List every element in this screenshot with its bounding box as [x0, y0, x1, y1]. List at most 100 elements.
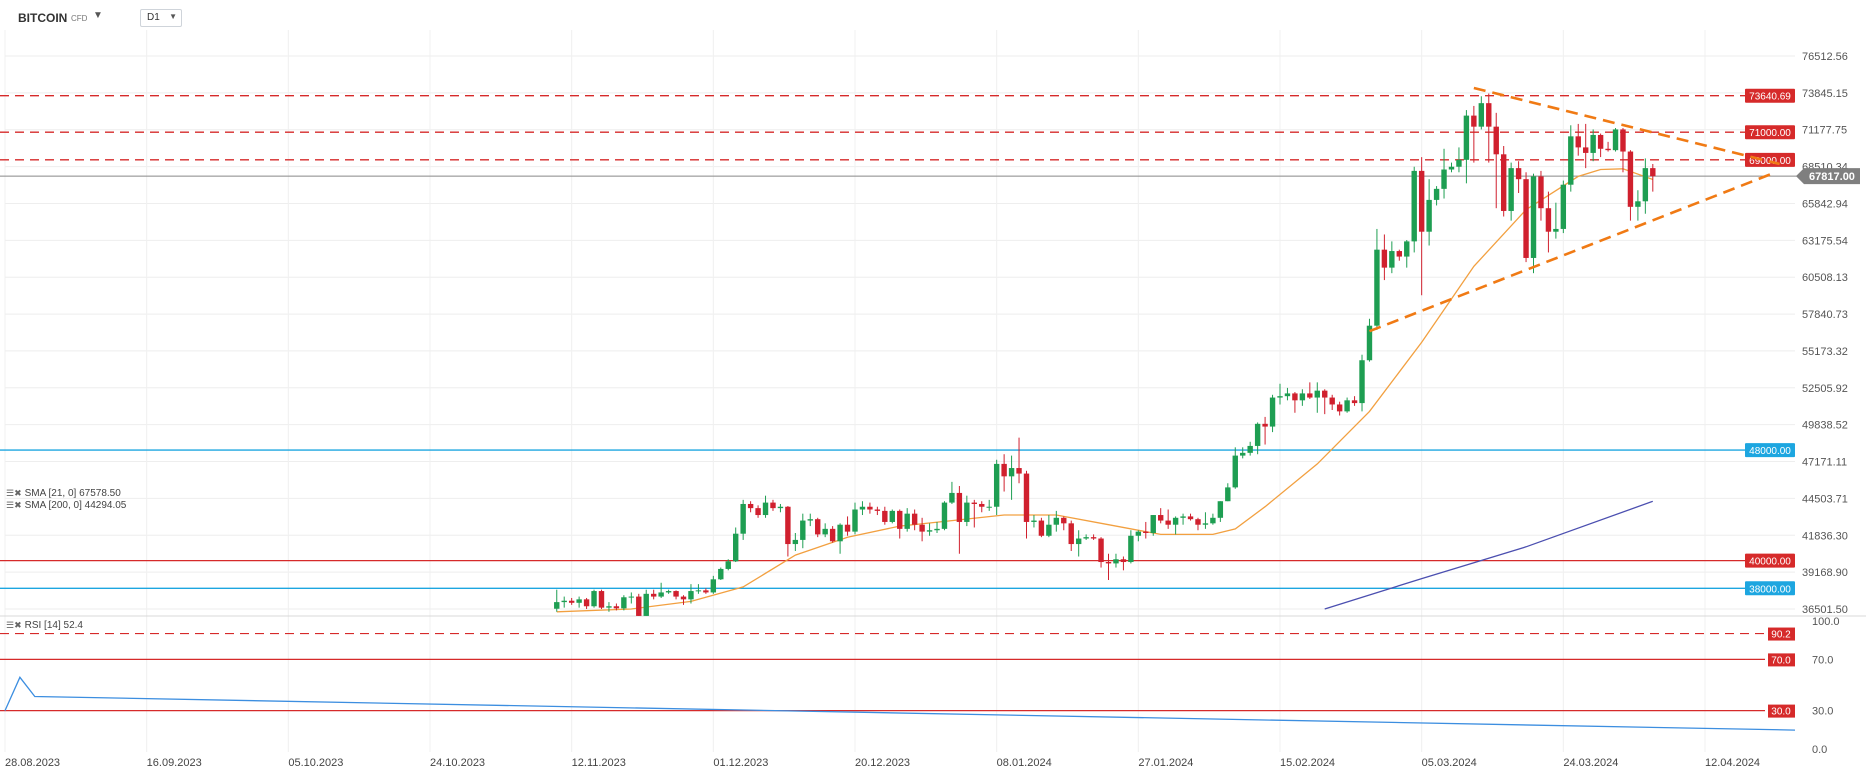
candle[interactable] [1292, 392, 1298, 413]
candle[interactable] [822, 523, 828, 538]
candle[interactable] [904, 508, 910, 532]
candle[interactable] [1023, 470, 1030, 539]
candle[interactable] [1597, 133, 1604, 158]
candle[interactable] [829, 526, 836, 543]
candle[interactable] [1568, 125, 1574, 192]
candle[interactable] [1217, 501, 1224, 522]
candle[interactable] [934, 521, 940, 534]
candle[interactable] [874, 506, 881, 516]
candle[interactable] [1046, 515, 1052, 538]
candle[interactable] [1471, 105, 1477, 163]
candle[interactable] [837, 523, 843, 554]
candle[interactable] [725, 559, 731, 571]
candle[interactable] [926, 523, 933, 536]
candle[interactable] [1299, 389, 1306, 406]
candle[interactable] [1254, 422, 1261, 455]
settings-icon[interactable]: ☰✖ [6, 500, 22, 510]
candle[interactable] [1366, 318, 1373, 362]
candle[interactable] [1158, 508, 1164, 524]
candle[interactable] [971, 499, 977, 528]
candle[interactable] [636, 593, 642, 619]
candle[interactable] [807, 513, 813, 527]
candle[interactable] [792, 533, 799, 551]
candle[interactable] [1098, 537, 1104, 568]
candle[interactable] [703, 588, 709, 594]
candle[interactable] [882, 506, 888, 525]
candle[interactable] [554, 589, 560, 612]
candle[interactable] [941, 501, 948, 531]
candle[interactable] [1068, 520, 1074, 551]
candle[interactable] [680, 595, 687, 605]
candle[interactable] [986, 499, 992, 511]
timeframe-select[interactable]: D1 ▼ [140, 9, 182, 27]
candle[interactable] [993, 459, 1000, 516]
symbol-name[interactable]: BITCOIN [18, 11, 68, 25]
candle[interactable] [1195, 517, 1201, 531]
candle[interactable] [1128, 530, 1134, 564]
candle[interactable] [1523, 172, 1529, 263]
candle[interactable] [1314, 382, 1320, 413]
candle[interactable] [1620, 128, 1626, 173]
candle[interactable] [785, 506, 791, 557]
candle[interactable] [800, 513, 806, 549]
candle[interactable] [598, 589, 605, 610]
candle[interactable] [1627, 150, 1634, 221]
candle[interactable] [1448, 162, 1455, 173]
candle[interactable] [979, 501, 985, 513]
candle[interactable] [911, 509, 918, 531]
candle[interactable] [1545, 191, 1552, 253]
candle[interactable] [1262, 416, 1268, 445]
candle[interactable] [1500, 146, 1507, 217]
candle[interactable] [1404, 239, 1410, 268]
candle[interactable] [613, 603, 620, 611]
candle[interactable] [1486, 93, 1492, 163]
chevron-down-icon[interactable]: ▼ [93, 10, 103, 21]
candle[interactable] [643, 589, 649, 618]
candle[interactable] [1083, 534, 1089, 540]
candle[interactable] [733, 527, 739, 563]
triangle-upper-line[interactable] [1473, 86, 1780, 166]
candle[interactable] [815, 517, 821, 538]
candle[interactable] [1426, 179, 1432, 246]
candle[interactable] [1053, 510, 1060, 532]
candle[interactable] [561, 596, 567, 608]
candle[interactable] [1090, 534, 1097, 540]
candle[interactable] [1269, 394, 1276, 433]
candle[interactable] [1180, 513, 1186, 525]
candle[interactable] [852, 502, 858, 535]
candle[interactable] [1225, 483, 1231, 502]
candle[interactable] [695, 584, 702, 594]
candle[interactable] [1411, 166, 1417, 253]
candle[interactable] [628, 592, 635, 604]
candle[interactable] [1635, 190, 1641, 221]
candle[interactable] [1031, 515, 1037, 528]
candle[interactable] [1232, 447, 1238, 489]
settings-icon[interactable]: ☰✖ [6, 620, 22, 630]
candle[interactable] [844, 516, 851, 536]
candle[interactable] [1322, 389, 1328, 415]
candle[interactable] [747, 501, 754, 513]
candle[interactable] [1605, 141, 1611, 152]
candle[interactable] [718, 567, 724, 580]
candle[interactable] [1240, 447, 1246, 459]
candle[interactable] [1441, 148, 1447, 199]
candle[interactable] [1038, 517, 1045, 538]
candle[interactable] [1515, 161, 1522, 194]
candle[interactable] [688, 584, 694, 604]
candle[interactable] [1389, 241, 1395, 274]
candle[interactable] [1530, 173, 1537, 274]
candle[interactable] [1433, 186, 1440, 206]
candle[interactable] [1590, 129, 1596, 162]
candle[interactable] [1135, 530, 1142, 542]
candle[interactable] [956, 486, 963, 554]
candle[interactable] [1061, 516, 1067, 531]
candle[interactable] [591, 589, 597, 608]
candle[interactable] [1307, 382, 1313, 399]
candle[interactable] [964, 495, 970, 527]
candle[interactable] [1650, 163, 1656, 192]
candle[interactable] [1284, 387, 1291, 401]
candle[interactable] [1120, 556, 1127, 571]
candle[interactable] [867, 502, 873, 514]
candle[interactable] [740, 499, 746, 540]
